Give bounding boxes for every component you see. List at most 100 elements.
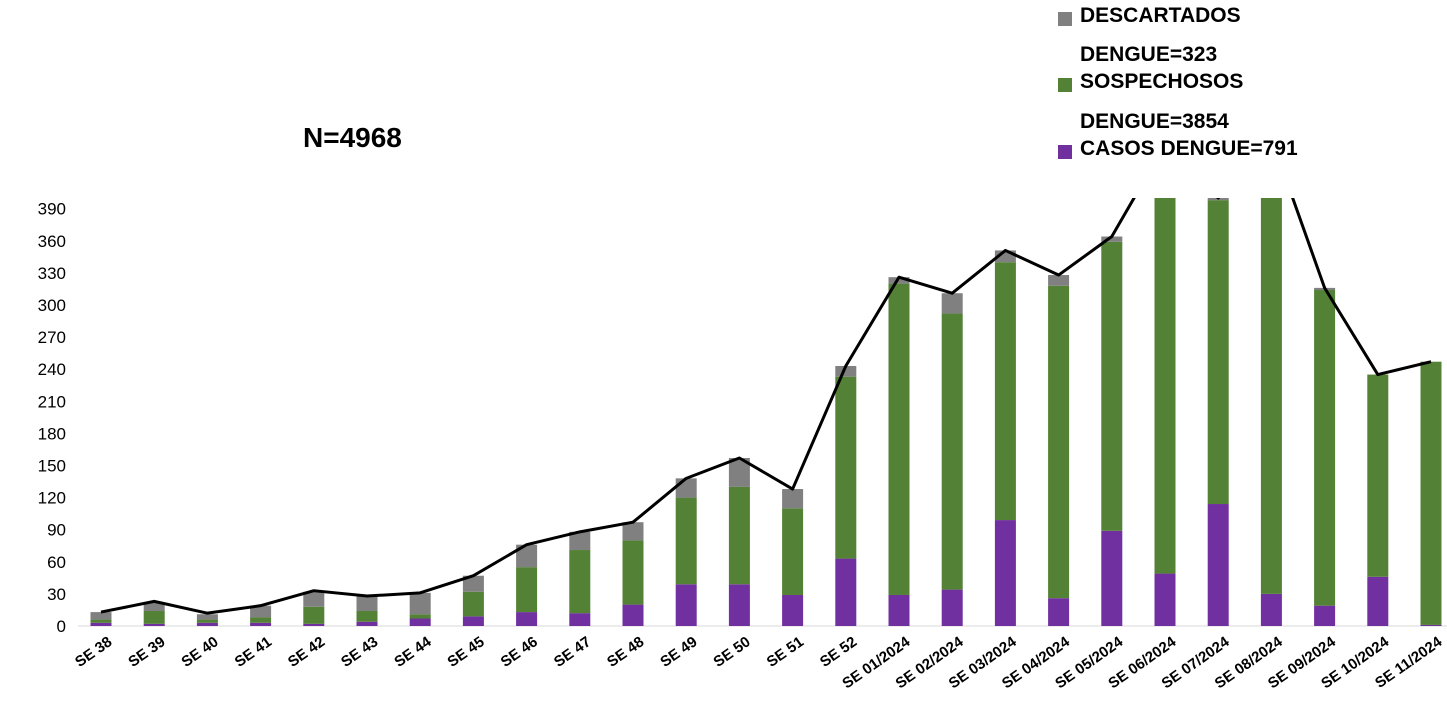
bar-segment-casos: [250, 622, 272, 626]
bar-segment-casos: [941, 589, 963, 626]
x-tick-label: SE 43: [338, 633, 381, 670]
bar-segment-descartados: [409, 592, 431, 615]
bar-segment-descartados: [303, 591, 325, 607]
bar-segment-sospechosos: [782, 508, 804, 595]
trend-line-layer: [100, 198, 1432, 615]
y-tick-label: 120: [38, 489, 66, 508]
bar-segment-descartados: [835, 365, 857, 377]
x-tick-label: SE 42: [285, 633, 328, 670]
bar-segment-sospechosos: [675, 497, 697, 585]
x-tick-label: SE 45: [444, 633, 487, 670]
bar-segment-casos: [90, 622, 112, 626]
bar-segment-descartados: [728, 458, 750, 487]
bar-segment-casos: [1260, 593, 1282, 626]
bar-segment-sospechosos: [1420, 361, 1442, 625]
bar-segment-sospechosos: [356, 611, 378, 622]
x-tick-label: SE 44: [391, 633, 435, 671]
y-tick-label: 60: [47, 553, 66, 572]
x-tick-label: SE 52: [817, 633, 860, 670]
bar-segment-casos: [462, 616, 484, 626]
bar-segment-casos: [728, 584, 750, 626]
bar-segment-descartados: [1048, 275, 1070, 286]
y-tick-label: 0: [57, 617, 66, 636]
bar-segment-casos: [1154, 573, 1176, 626]
x-axis: SE 38 SE 39 SE 40 SE 41 SE 42 SE 43 SE 44 SE 45…: [72, 633, 1446, 692]
legend-label-descartados-1: DESCARTADOS: [1080, 4, 1241, 27]
x-tick-label: SE 38: [72, 633, 115, 670]
bar-segment-sospechosos: [1207, 200, 1229, 505]
x-tick-label: SE 40: [178, 633, 221, 670]
legend-swatch-descartados: [1058, 12, 1072, 26]
bar-segment-descartados: [675, 478, 697, 498]
bar-segment-descartados: [462, 575, 484, 592]
bar-segment-casos: [888, 594, 910, 626]
bar-segment-casos: [1048, 598, 1070, 626]
bar-segment-sospechosos: [1367, 374, 1389, 577]
bar-segment-descartados: [196, 614, 218, 620]
legend-swatch-sospechosos: [1058, 78, 1072, 92]
bar-segment-sospechosos: [622, 540, 644, 605]
bar-segment-descartados: [356, 596, 378, 612]
bar-segment-sospechosos: [409, 614, 431, 619]
y-tick-label: 150: [38, 457, 66, 476]
bar-segment-sospechosos: [196, 619, 218, 623]
legend-label-descartados-2: DENGUE=323: [1080, 43, 1218, 66]
bar-segment-casos: [1314, 605, 1336, 626]
bar-segment-casos: [516, 612, 538, 626]
legend-label-casos: CASOS DENGUE=791: [1080, 137, 1298, 160]
bar-segment-casos: [622, 604, 644, 626]
total-trend-line: [100, 198, 1432, 615]
bar-segment-casos: [1207, 504, 1229, 626]
bar-segment-descartados: [250, 605, 272, 618]
x-tick-label: SE 46: [498, 633, 541, 670]
bar-segment-sospechosos: [516, 567, 538, 613]
bar-segment-descartados: [888, 277, 910, 284]
bar-segment-sospechosos: [303, 606, 325, 624]
bar-segment-sospechosos: [941, 313, 963, 590]
bar-segment-casos: [1367, 576, 1389, 626]
bar-segment-sospechosos: [1260, 198, 1282, 594]
legend-label-sospechosos-2: DENGUE=3854: [1080, 110, 1229, 133]
bar-segment-sospechosos: [1314, 290, 1336, 606]
bar-segment-descartados: [941, 293, 963, 314]
bar-segment-casos: [994, 520, 1016, 626]
y-tick-label: 330: [38, 264, 66, 283]
bar-segment-descartados: [622, 522, 644, 541]
bar-segment-sospechosos: [888, 283, 910, 595]
bar-segment-descartados: [569, 531, 591, 551]
y-tick-label: 90: [47, 521, 66, 540]
bar-segment-casos: [835, 558, 857, 626]
y-tick-label: 390: [38, 200, 66, 219]
bar-segment-casos: [675, 584, 697, 626]
y-tick-label: 300: [38, 296, 66, 315]
x-tick-label: SE 39: [125, 633, 168, 670]
bar-segment-casos: [356, 621, 378, 626]
bar-segment-casos: [1101, 530, 1123, 626]
x-tick-label: SE 51: [764, 633, 807, 670]
bar-segment-casos: [409, 618, 431, 626]
bars-layer: [90, 198, 1442, 626]
legend-swatch-casos: [1058, 145, 1072, 159]
bar-segment-casos: [303, 623, 325, 626]
bar-segment-casos: [782, 594, 804, 626]
x-tick-label: SE 41: [232, 633, 275, 670]
y-tick-label: 30: [47, 585, 66, 604]
bar-segment-casos: [143, 623, 165, 626]
bar-segment-casos: [569, 613, 591, 626]
bar-segment-descartados: [994, 250, 1016, 263]
y-tick-label: 360: [38, 232, 66, 251]
total-annotation: N=4968: [303, 122, 402, 153]
y-tick-label: 240: [38, 360, 66, 379]
bar-segment-casos: [1420, 624, 1442, 626]
bar-segment-sospechosos: [1154, 198, 1176, 574]
legend-label-sospechosos-1: SOSPECHOSOS: [1080, 70, 1244, 93]
y-tick-label: 180: [38, 424, 66, 443]
bar-segment-sospechosos: [994, 262, 1016, 521]
y-tick-label: 210: [38, 392, 66, 411]
bar-segment-sospechosos: [462, 591, 484, 617]
x-tick-label: SE 48: [604, 633, 647, 670]
x-tick-label: SE 50: [710, 633, 753, 670]
bar-segment-sospechosos: [250, 617, 272, 623]
